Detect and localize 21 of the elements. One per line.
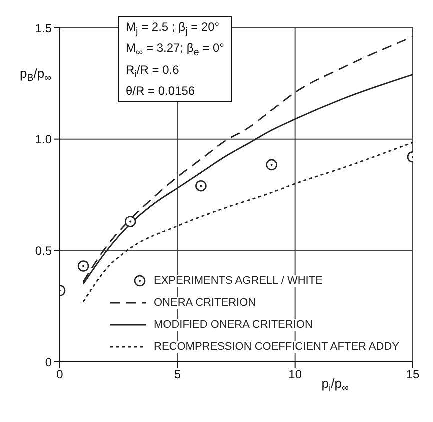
annotation: θ/R = 0.0156 (126, 83, 196, 100)
x-tick-label: 5 (174, 368, 182, 382)
y-tick-label: 1.5 (35, 21, 52, 36)
point (196, 180, 207, 192)
annotation: M$_{∞}$ = 3.27; β$_{e}$ = 0° (126, 40, 224, 61)
legend-label: ONERA CRITERION (152, 297, 258, 309)
annotation: R$_{i}$/R = 0.6 (126, 62, 180, 82)
x-tick-label: 15 (406, 368, 420, 382)
y-tick-label: 0.5 (35, 244, 52, 258)
x-tick-label: 10 (288, 368, 302, 382)
y-tick-label: 0 (45, 355, 52, 370)
legend-label: MODIFIED ONERA CRITERION (152, 319, 315, 331)
annotation: M$_{j}$ = 2.5 ; β$_{j}$ = 20° (126, 19, 221, 40)
legend-label: RECOMPRESSION COEFFICIENT AFTER ADDY (152, 341, 402, 353)
y-axis-title: p$_{B}$/p$_{∞}$ (20, 66, 52, 84)
x-tick-label: 0 (56, 368, 64, 382)
point (266, 159, 278, 171)
x-axis-title: p$_{i}$/p$_{∞}$ (322, 376, 349, 394)
y-tick-label: 1.0 (35, 132, 52, 147)
point (124, 216, 136, 228)
legend-label: EXPERIMENTS AGRELL / WHITE (152, 275, 325, 287)
